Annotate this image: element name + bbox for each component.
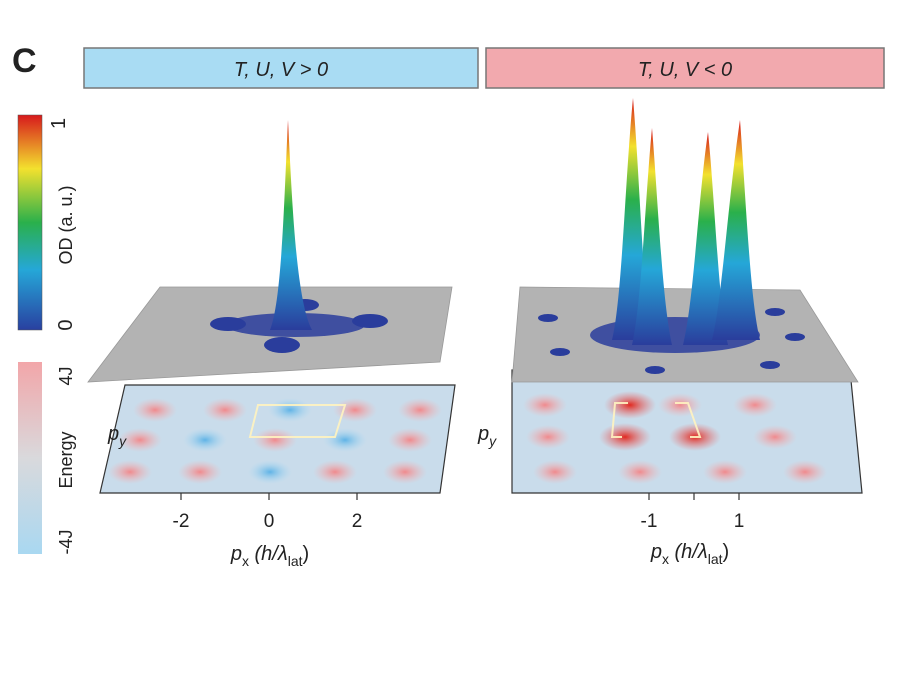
energy-colorbar-min: -4J [56,529,76,554]
right-tick-3: 1 [734,511,745,532]
energy-colorbar-max: 4J [56,366,76,385]
right-peak-3 [683,132,728,345]
od-colorbar [17,114,43,331]
right-brillouin-zone [610,402,702,438]
header-right-text: T, U, V < 0 [638,59,732,81]
right-plot: py -1 1 px (h/λlat) [477,98,863,567]
od-colorbar-label: OD (a. u.) [56,185,76,264]
header-left-box [83,47,479,89]
energy-colorbar [18,362,42,554]
right-energy-blobs [523,391,827,484]
energy-colorbar-label: Energy [56,431,76,488]
left-tick-3: 2 [352,511,363,532]
left-tick-2: 0 [264,511,275,532]
left-energy-blobs [108,398,442,484]
left-xlabel: px (h/λlat) [230,543,309,569]
left-brillouin-zone [248,404,347,438]
left-plot: py -2 0 2 px (h/λlat) [87,120,456,569]
right-xlabel: px (h/λlat) [650,541,729,567]
left-peak [270,120,312,330]
right-tick-1: -1 [641,511,658,532]
header-left-text: T, U, V > 0 [234,59,328,81]
left-tick-1: -2 [173,511,190,532]
header-right-box [485,47,885,89]
right-peak-4 [712,120,760,340]
od-colorbar-min: 0 [55,319,77,330]
right-peak-2 [632,128,672,345]
left-ylabel: py [107,423,127,449]
right-ylabel: py [477,423,497,449]
panel-label: C [12,42,37,80]
od-colorbar-max: 1 [48,118,70,129]
